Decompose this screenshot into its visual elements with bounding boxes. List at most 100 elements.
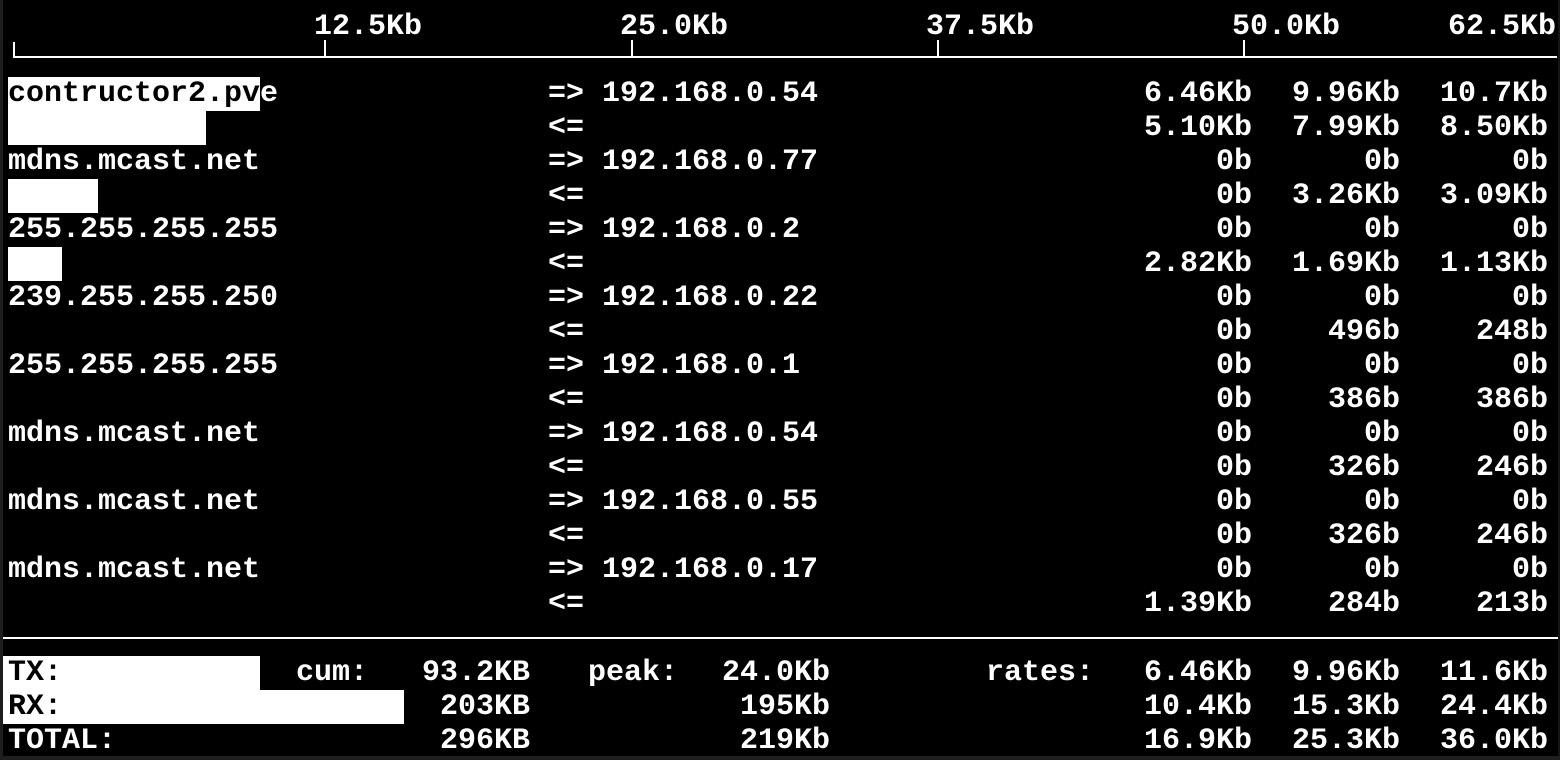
host-label: 255.255.255.255 (8, 213, 278, 247)
traffic-row-tx: contructor2.pve => 192.168.0.54 6.46Kb 9.96K… (0, 77, 1560, 111)
tx-rate-40s: 10.7Kb (1439, 77, 1548, 111)
summary-rate-40s: 36.0Kb (1439, 724, 1548, 758)
rx-arrow: <= (548, 315, 585, 349)
rx-rate-2s: 0b (1215, 451, 1252, 485)
rx-rate-40s: 246b (1475, 519, 1548, 553)
summary-row: RX: 203KB 195Kb 10.4Kb 15.3Kb 24.4Kb (0, 690, 1560, 724)
tx-rate-2s: 0b (1215, 553, 1252, 587)
scale-label: 25.0Kb (620, 10, 729, 44)
peak-heading: peak: (588, 656, 679, 690)
scale-label: 62.5Kb (1448, 10, 1557, 44)
tx-rate-10s: 0b (1363, 145, 1400, 179)
rx-rate-40s: 1.13Kb (1439, 247, 1548, 281)
tx-rate-40s: 0b (1511, 145, 1548, 179)
rx-rate-10s: 386b (1327, 383, 1400, 417)
summary-rate-10s: 15.3Kb (1291, 690, 1400, 724)
peer-ip: 192.168.0.77 (602, 145, 819, 179)
traffic-row-tx: 255.255.255.255 => 192.168.0.1 0b 0b 0b (0, 349, 1560, 383)
summary-bar (0, 656, 261, 690)
rx-rate-10s: 326b (1327, 519, 1400, 553)
traffic-row-rx: <= 0b 496b 248b (0, 315, 1560, 349)
traffic-row-rx: <= 1.39Kb 284b 213b (0, 587, 1560, 621)
scale-tick (937, 40, 939, 57)
tx-arrow: => (548, 281, 585, 315)
rx-arrow: <= (548, 247, 585, 281)
host-label-normal: mdns.mcast.net (8, 417, 261, 451)
rx-rate-2s: 2.82Kb (1143, 247, 1252, 281)
tx-rate-10s: 0b (1363, 281, 1400, 315)
scale-tick (631, 40, 633, 57)
rx-rate-40s: 213b (1475, 587, 1548, 621)
window-edge-bottom (0, 756, 1560, 760)
rx-rate-40s: 248b (1475, 315, 1548, 349)
tx-rate-10s: 9.96Kb (1291, 77, 1400, 111)
traffic-bar (8, 111, 207, 145)
tx-rate-40s: 0b (1511, 417, 1548, 451)
summary-rate-2s: 16.9Kb (1143, 724, 1252, 758)
rx-rate-2s: 0b (1215, 519, 1252, 553)
rx-rate-40s: 386b (1475, 383, 1548, 417)
tx-rate-2s: 0b (1215, 485, 1252, 519)
host-label: mdns.mcast.net (8, 145, 260, 179)
traffic-row-rx: <= 0b 3.26Kb 3.09Kb (0, 179, 1560, 213)
summary-row: TX: cum: peak: rates: 93.2KB 24.0Kb 6.46Kb 9.96… (0, 656, 1560, 690)
rx-arrow: <= (548, 383, 585, 417)
host-label-normal: e (260, 77, 279, 111)
host-label: mdns.mcast.net (8, 485, 260, 519)
tx-rate-40s: 0b (1511, 349, 1548, 383)
rx-arrow: <= (548, 451, 585, 485)
rx-rate-2s: 0b (1215, 179, 1252, 213)
peak-value: 195Kb (739, 690, 830, 724)
scale-tick (13, 42, 15, 57)
peer-ip: 192.168.0.22 (602, 281, 819, 315)
scale-label: 12.5Kb (314, 10, 423, 44)
window-edge-left (0, 0, 3, 760)
tx-rate-10s: 0b (1363, 417, 1400, 451)
rx-rate-2s: 0b (1215, 383, 1252, 417)
host-label-normal: 239.255.255.250 (8, 281, 279, 315)
tx-rate-2s: 0b (1215, 417, 1252, 451)
rx-rate-2s: 1.39Kb (1143, 587, 1252, 621)
tx-rate-10s: 0b (1363, 349, 1400, 383)
summary-rate-2s: 6.46Kb (1143, 656, 1252, 690)
peer-ip: 192.168.0.17 (602, 553, 819, 587)
cum-heading: cum: (296, 656, 369, 690)
tx-rate-2s: 0b (1215, 281, 1252, 315)
scale-label: 50.0Kb (1232, 10, 1341, 44)
summary-label: RX: (8, 690, 63, 724)
host-label: mdns.mcast.net (8, 553, 260, 587)
peak-value: 24.0Kb (721, 656, 830, 690)
rx-arrow: <= (548, 111, 585, 145)
traffic-row-tx: mdns.mcast.net => 192.168.0.77 0b 0b 0b (0, 145, 1560, 179)
tx-rate-10s: 0b (1363, 485, 1400, 519)
host-label: contructor2.pve (8, 77, 278, 111)
rx-arrow: <= (548, 179, 585, 213)
tx-arrow: => (548, 553, 585, 587)
rx-rate-2s: 5.10Kb (1143, 111, 1252, 145)
host-label: mdns.mcast.net (8, 417, 260, 451)
peer-ip: 192.168.0.1 (602, 349, 801, 383)
tx-arrow: => (548, 485, 585, 519)
traffic-row-rx: <= 0b 326b 246b (0, 519, 1560, 553)
cum-value: 93.2KB (421, 656, 530, 690)
rx-rate-10s: 3.26Kb (1291, 179, 1400, 213)
rx-rate-10s: 7.99Kb (1291, 111, 1400, 145)
host-label-normal: mdns.mcast.net (8, 145, 261, 179)
tx-rate-40s: 0b (1511, 485, 1548, 519)
summary-divider (0, 637, 1560, 639)
rx-rate-40s: 8.50Kb (1439, 111, 1548, 145)
window-edge-right (1558, 0, 1560, 760)
scale-ruler-line (13, 56, 1557, 58)
tx-rate-10s: 0b (1363, 553, 1400, 587)
host-label-normal: 255.255.255.255 (8, 213, 279, 247)
summary-rate-40s: 11.6Kb (1439, 656, 1548, 690)
peer-ip: 192.168.0.54 (602, 77, 819, 111)
traffic-row-rx: <= 0b 386b 386b (0, 383, 1560, 417)
traffic-row-rx: <= 2.82Kb 1.69Kb 1.13Kb (0, 247, 1560, 281)
tx-rate-40s: 0b (1511, 553, 1548, 587)
scale-tick (324, 40, 326, 57)
tx-rate-2s: 0b (1215, 145, 1252, 179)
traffic-row-tx: mdns.mcast.net => 192.168.0.17 0b 0b 0b (0, 553, 1560, 587)
tx-arrow: => (548, 77, 585, 111)
